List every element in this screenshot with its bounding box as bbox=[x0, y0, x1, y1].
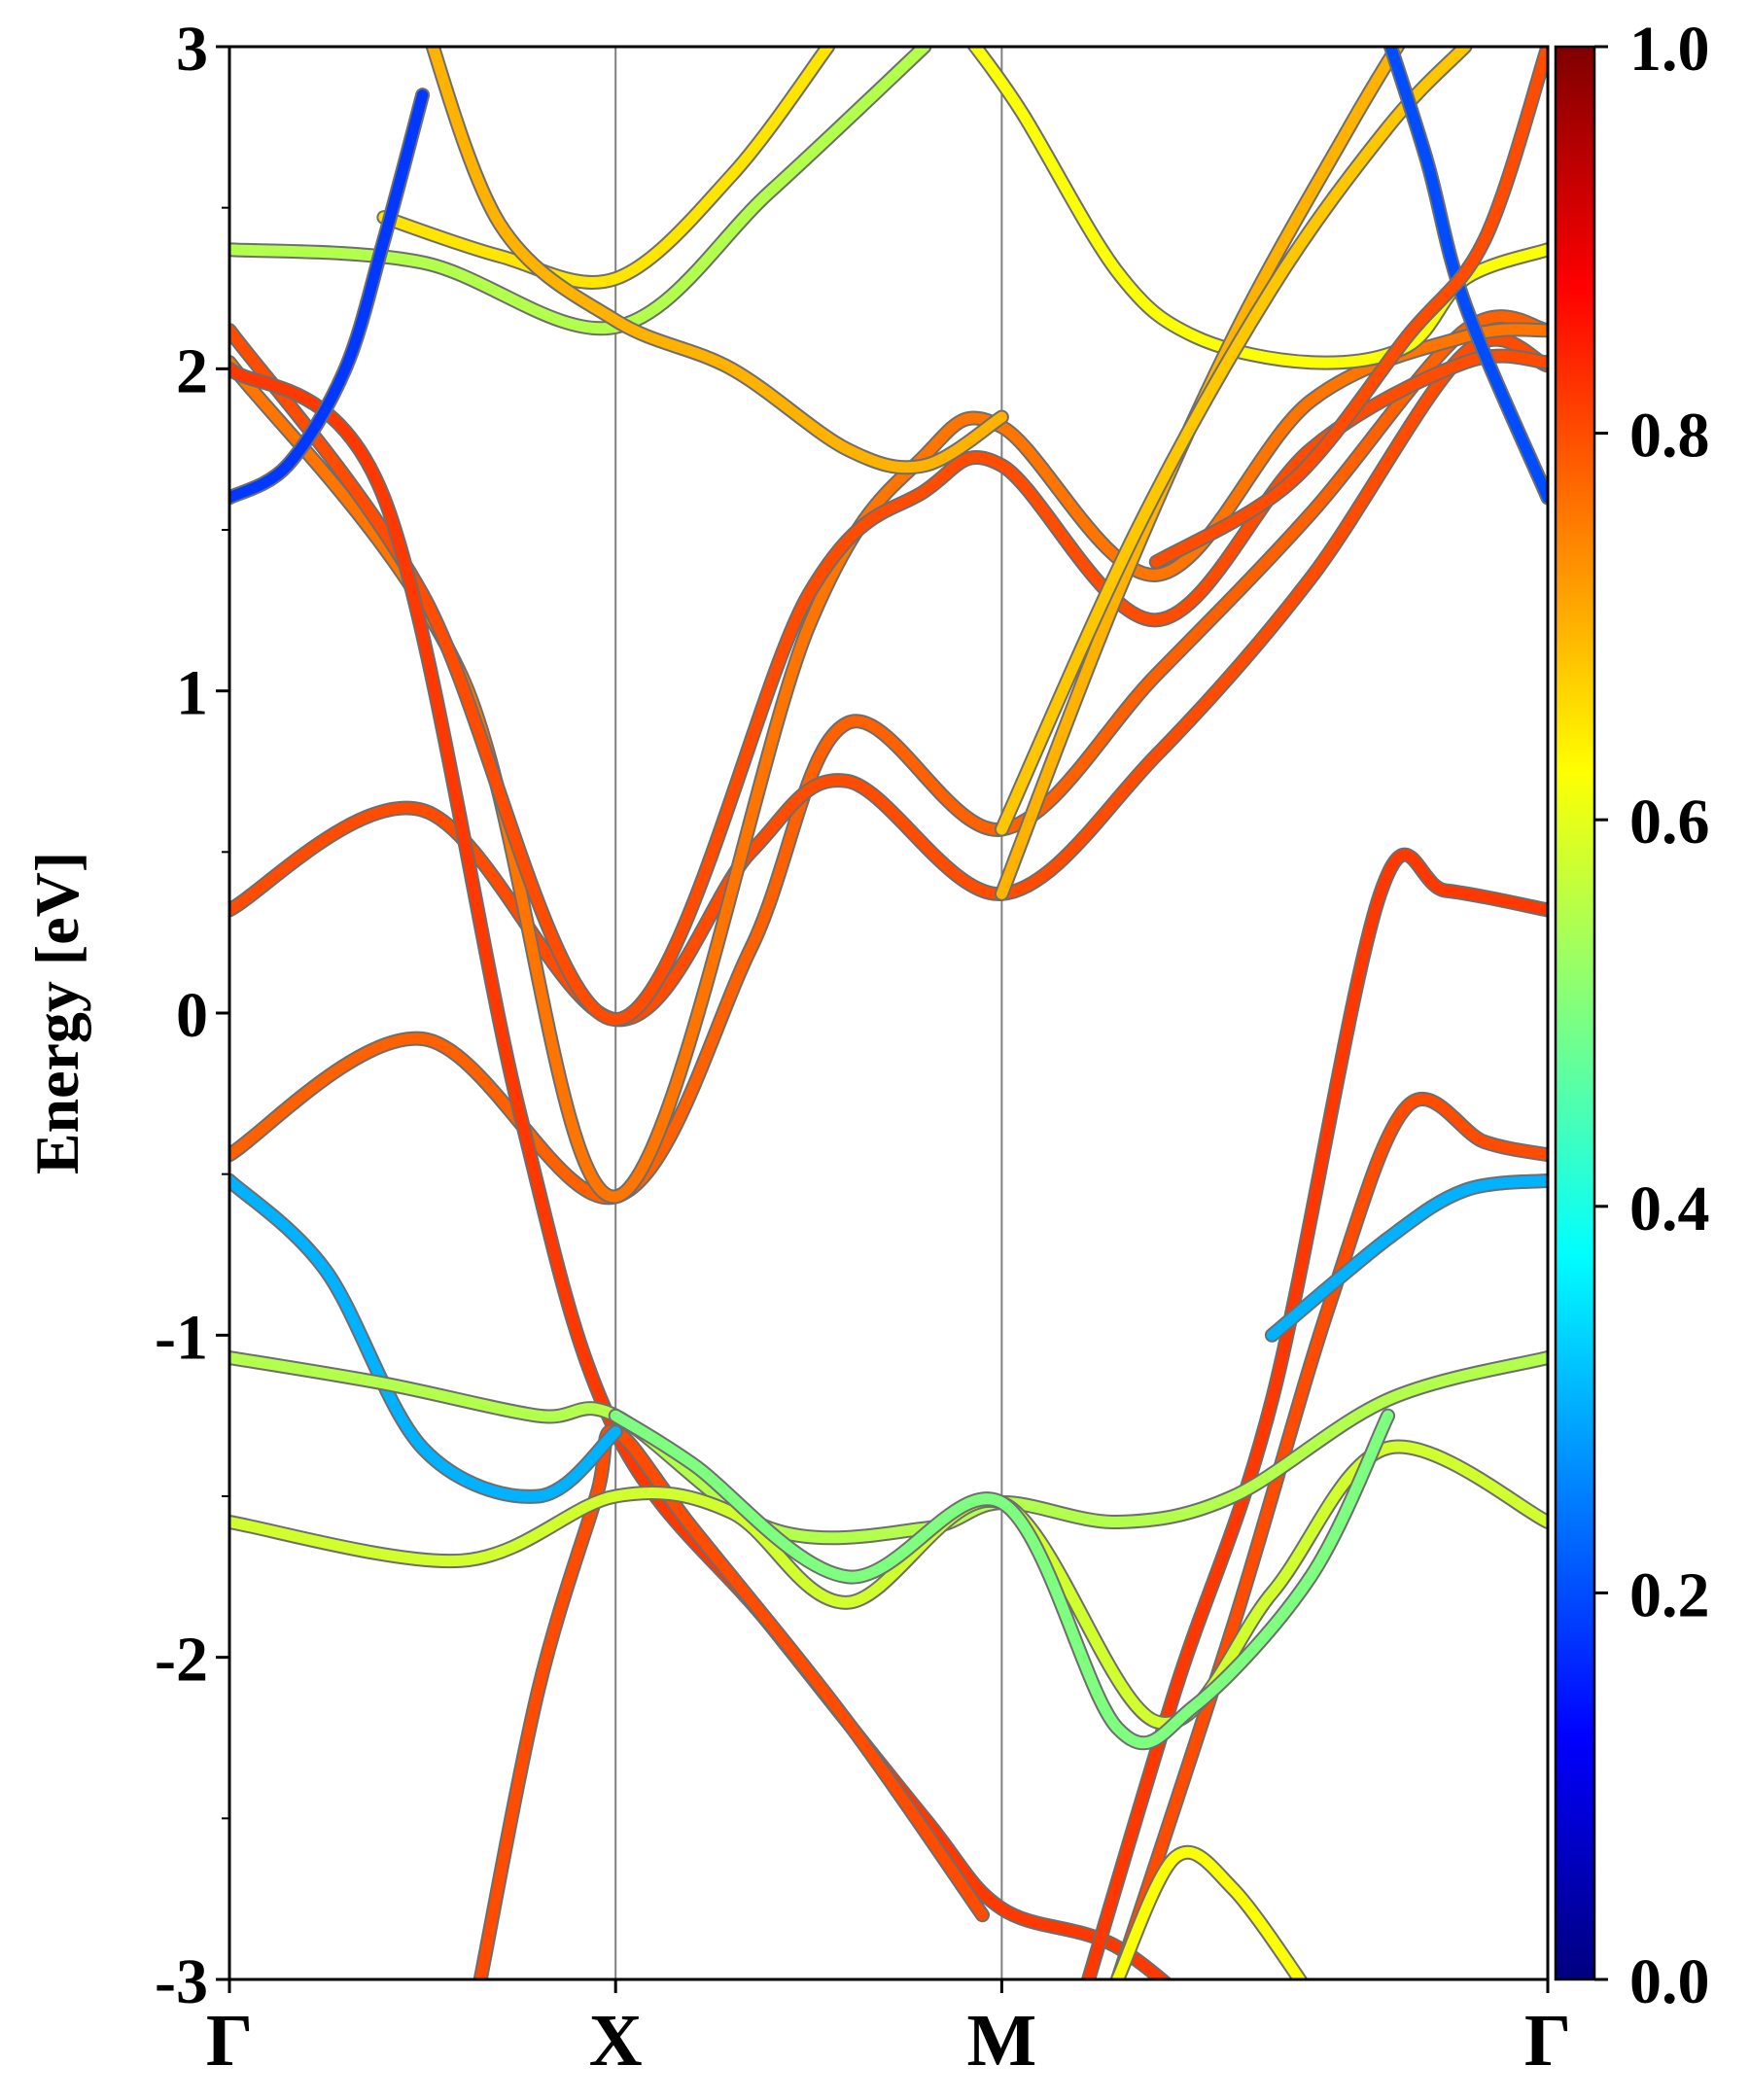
x-tick-label-3: Γ bbox=[1524, 2000, 1571, 2082]
colorbar-fill bbox=[1554, 45, 1596, 1981]
band-line-6 bbox=[1082, 849, 1548, 1979]
energy-bands bbox=[229, 47, 1548, 1979]
band-line-10 bbox=[229, 1352, 1548, 1544]
y-axis-ticks: 3 2 1 0 -1 -2 -3 bbox=[155, 14, 229, 2017]
band-line-22 bbox=[1150, 47, 1548, 568]
y-axis-title: Energy [eV] bbox=[22, 852, 91, 1174]
colorbar-tick-label-3: 0.4 bbox=[1629, 1173, 1710, 1244]
band-line-1 bbox=[229, 333, 1548, 1026]
band-line-21 bbox=[229, 89, 429, 504]
band-line-16 bbox=[427, 47, 1007, 473]
colorbar-tick-label-2: 0.6 bbox=[1629, 787, 1710, 858]
x-tick-label-1: X bbox=[589, 2000, 643, 2082]
colorbar-tick-label-0: 1.0 bbox=[1629, 14, 1710, 85]
band-line-15 bbox=[378, 47, 834, 288]
band-line-3 bbox=[229, 325, 1548, 1026]
y-tick-label-2: 1 bbox=[176, 658, 208, 729]
x-tick-label-0: Γ bbox=[206, 2000, 253, 2082]
band-line-9 bbox=[1266, 1174, 1548, 1341]
y-tick-label-1: 2 bbox=[176, 335, 208, 406]
y-tick-label-4: -1 bbox=[155, 1302, 208, 1373]
y-tick-label-5: -2 bbox=[155, 1625, 208, 1696]
band-line-0 bbox=[229, 311, 1548, 1204]
band-line-4 bbox=[229, 363, 1171, 1979]
band-line-19 bbox=[996, 47, 1471, 835]
band-line-8 bbox=[229, 1174, 621, 1502]
y-tick-label-0: 3 bbox=[176, 14, 208, 85]
y-tick-label-6: -3 bbox=[155, 1946, 208, 2017]
colorbar: 1.0 0.8 0.6 0.4 0.2 0.0 bbox=[1554, 14, 1710, 2017]
x-tick-label-2: M bbox=[967, 2000, 1037, 2082]
band-line-7 bbox=[1112, 1094, 1548, 1979]
colorbar-tick-label-1: 0.8 bbox=[1629, 401, 1710, 472]
band-line-12 bbox=[610, 1410, 1394, 1749]
colorbar-ticks: 1.0 0.8 0.6 0.4 0.2 0.0 bbox=[1594, 14, 1710, 2017]
plot-area: 3 2 1 0 -1 -2 -3 Γ X M Γ bbox=[155, 14, 1571, 2082]
band-line-13 bbox=[1112, 1846, 1307, 1979]
band-line-20 bbox=[1384, 47, 1548, 504]
y-tick-label-3: 0 bbox=[176, 980, 208, 1051]
colorbar-tick-label-5: 0.0 bbox=[1629, 1946, 1710, 2017]
colorbar-tick-label-4: 0.2 bbox=[1629, 1559, 1710, 1630]
